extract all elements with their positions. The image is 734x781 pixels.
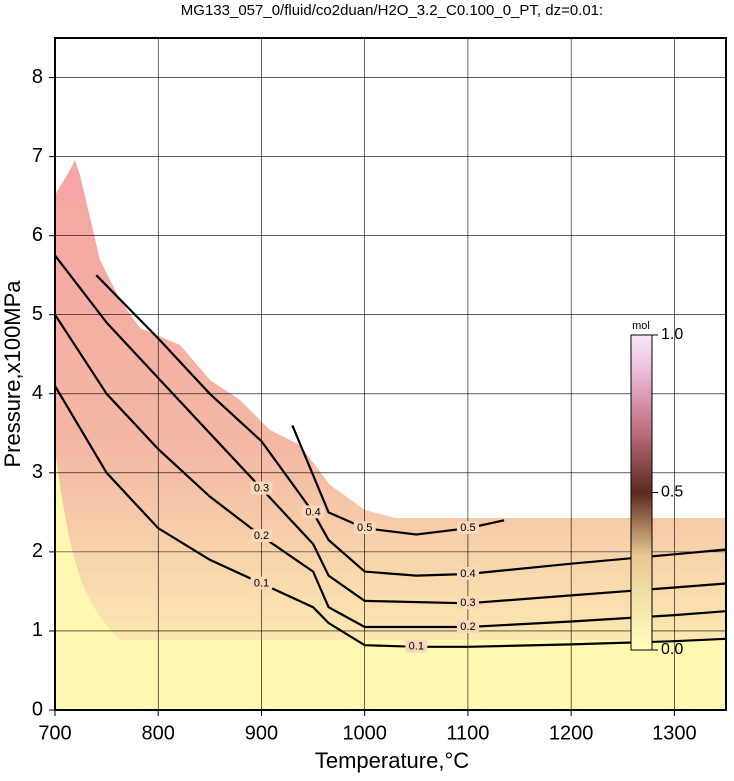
contour-label-bg — [302, 505, 325, 519]
contour-label: 0.1 — [254, 577, 269, 589]
contour-label: 0.2 — [460, 621, 475, 633]
contour-line — [95, 274, 727, 577]
x-tick-label: 700 — [38, 722, 71, 744]
y-tick-label: 8 — [32, 66, 43, 88]
contour-line — [54, 254, 727, 605]
y-axis-label: Pressure,x100MPa — [0, 280, 25, 468]
x-tick-label: 1300 — [652, 722, 697, 744]
x-tick-label: 1100 — [446, 722, 489, 744]
y-tick-label: 1 — [32, 619, 43, 641]
contour-label: 0.4 — [460, 568, 475, 580]
contour-label-bg — [456, 619, 479, 633]
colorbar-tick-label: 1.0 — [661, 326, 683, 343]
contour-label-bg — [250, 529, 273, 543]
contour-label-bg — [405, 639, 428, 653]
x-axis-label: Temperature,°C — [315, 748, 469, 773]
x-tick-label: 1000 — [342, 722, 387, 744]
colorbar-label: mol — [632, 320, 650, 332]
chart-title: MG133_057_0/fluid/co2duan/H2O_3.2_C0.100… — [181, 2, 603, 19]
x-tick-label: 900 — [245, 722, 278, 744]
contour-label-bg — [456, 567, 479, 581]
y-tick-label: 6 — [32, 224, 43, 246]
contour-label-bg — [250, 576, 273, 590]
y-tick-label: 4 — [32, 382, 43, 404]
x-tick-label: 800 — [142, 722, 175, 744]
contour-label: 0.5 — [460, 522, 475, 534]
y-tick-label: 2 — [32, 540, 43, 562]
contour-line — [54, 314, 727, 629]
field — [55, 38, 726, 710]
colorbar-tick-label: 0.0 — [661, 641, 683, 658]
contour-label: 0.5 — [357, 522, 372, 534]
contour-label-bg — [250, 481, 273, 495]
x-tick-label: 1200 — [549, 722, 594, 744]
colorbar — [630, 334, 653, 651]
contour-label-bg — [456, 596, 479, 610]
y-tick-label: 0 — [32, 698, 43, 720]
contour-line — [54, 385, 727, 648]
y-tick-label: 7 — [32, 145, 43, 167]
contour-label: 0.3 — [254, 483, 269, 495]
contour-label: 0.3 — [460, 597, 475, 609]
contour-label: 0.2 — [254, 530, 269, 542]
y-tick-label: 5 — [32, 303, 43, 325]
contour-label-bg — [456, 521, 479, 535]
contour-label: 0.1 — [409, 641, 424, 653]
y-tick-label: 3 — [32, 461, 43, 483]
colorbar-tick-label: 0.5 — [661, 484, 683, 501]
frame — [54, 37, 727, 711]
contour-label-bg — [353, 521, 376, 535]
contour-label: 0.4 — [305, 506, 320, 518]
